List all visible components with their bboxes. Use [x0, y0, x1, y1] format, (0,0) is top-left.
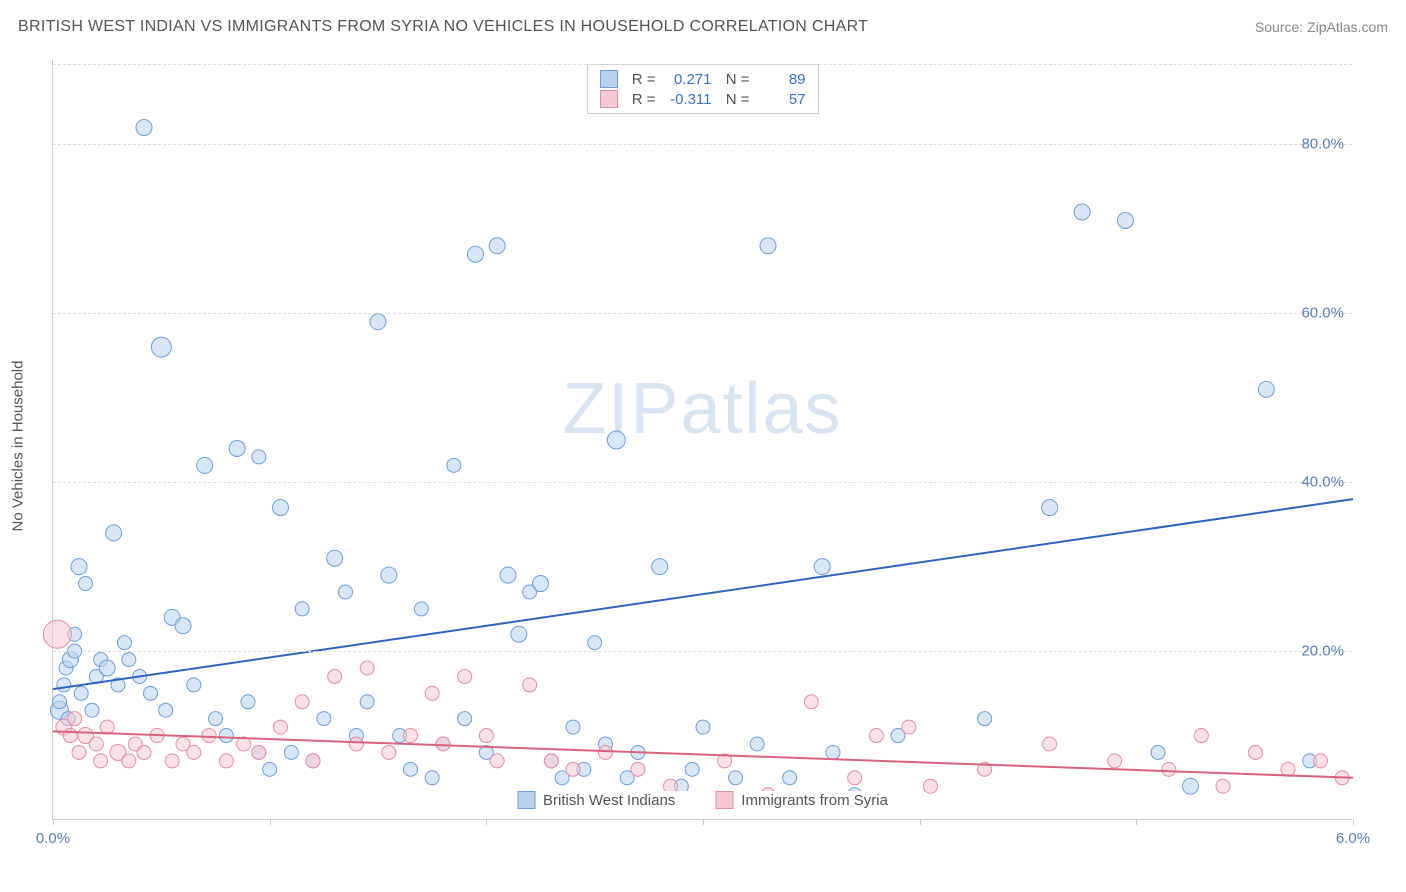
- stats-n-val-0: 89: [760, 71, 806, 88]
- stats-n-val-1: 57: [760, 91, 806, 108]
- stats-n-label-1: N =: [722, 91, 750, 108]
- legend-swatch-1: [715, 791, 733, 809]
- bottom-legend: British West Indians Immigrants from Syr…: [509, 791, 896, 809]
- title-bar: BRITISH WEST INDIAN VS IMMIGRANTS FROM S…: [18, 18, 1388, 36]
- chart-title: BRITISH WEST INDIAN VS IMMIGRANTS FROM S…: [18, 18, 868, 36]
- legend-item-1: Immigrants from Syria: [715, 791, 888, 809]
- stats-row-0: R = 0.271 N = 89: [600, 69, 806, 89]
- stats-r-val-1: -0.311: [666, 91, 712, 108]
- legend-label-0: British West Indians: [543, 792, 675, 809]
- source-name: ZipAtlas.com: [1307, 19, 1388, 35]
- source-label: Source:: [1255, 19, 1303, 35]
- stats-box: R = 0.271 N = 89 R = -0.311 N = 57: [587, 64, 819, 114]
- y-axis-label: No Vehicles in Household: [10, 361, 27, 532]
- stats-r-label-1: R =: [628, 91, 656, 108]
- stats-swatch-1: [600, 90, 618, 108]
- stats-n-label-0: N =: [722, 71, 750, 88]
- stats-row-1: R = -0.311 N = 57: [600, 89, 806, 109]
- source: Source: ZipAtlas.com: [1255, 19, 1388, 35]
- chart-svg: [53, 60, 1352, 819]
- legend-swatch-0: [517, 791, 535, 809]
- plot-area: ZIPatlas R = 0.271 N = 89 R = -0.311 N =…: [52, 60, 1352, 820]
- stats-swatch-0: [600, 70, 618, 88]
- stats-r-val-0: 0.271: [666, 71, 712, 88]
- legend-label-1: Immigrants from Syria: [741, 792, 888, 809]
- stats-r-label-0: R =: [628, 71, 656, 88]
- legend-item-0: British West Indians: [517, 791, 675, 809]
